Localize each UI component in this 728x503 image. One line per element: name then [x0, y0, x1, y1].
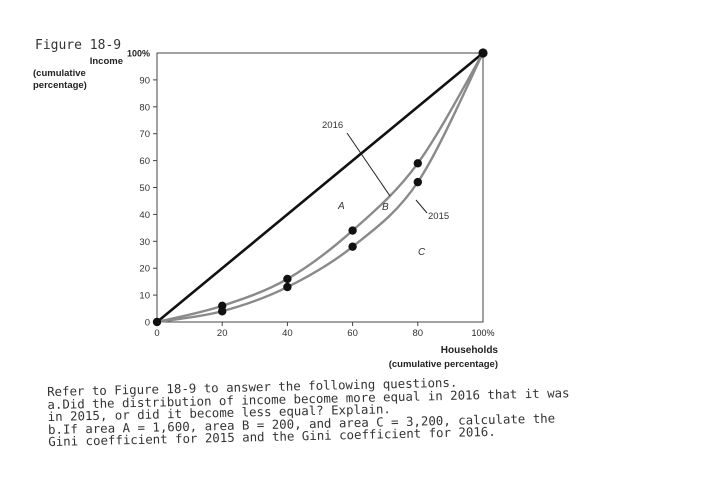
area-label-c: C [418, 247, 426, 258]
x-tick-label: 80 [413, 328, 424, 339]
annotation-2015-leader [415, 199, 428, 214]
y-tick-label: 30 [139, 237, 150, 248]
annotation-2016-leader [346, 132, 391, 197]
y-tick-label: 80 [139, 102, 150, 113]
y-axis-label-line-1: Income [89, 56, 123, 67]
y-axis-label-line-3: percentage) [33, 80, 87, 91]
x-tick-label: 60 [347, 328, 358, 339]
x-axis-label-line-2: (cumulative percentage) [389, 359, 498, 370]
data-point-2015 [413, 177, 422, 187]
area-label-b: B [382, 202, 389, 213]
x-tick-label: 20 [217, 328, 228, 339]
y-tick-label: 60 [139, 156, 150, 167]
y-axis-label-line-2: (cumulative [33, 68, 86, 79]
annotation-2015: 2015 [428, 211, 449, 222]
x-axis-label-line-1: Households [441, 345, 499, 356]
y-tick-label: 20 [139, 264, 150, 275]
data-point-2015 [283, 282, 292, 292]
y-tick-label: 50 [139, 183, 150, 194]
y-tick-label: 40 [139, 210, 150, 221]
area-label-a: A [337, 201, 345, 212]
data-point-2016 [348, 226, 357, 235]
x-right-label: 100% [471, 328, 494, 338]
figure-title: Figure 18-9 [35, 38, 122, 53]
y-tick-label: 0 [145, 318, 150, 329]
endpoint [478, 48, 488, 58]
x-tick-label: 0 [154, 328, 159, 339]
line-of-equality [156, 51, 484, 324]
data-point-2016 [413, 159, 422, 168]
origin-point [152, 317, 162, 327]
data-point-2015 [218, 307, 227, 316]
y-top-label: 100% [127, 49, 150, 59]
y-tick-label: 90 [139, 75, 150, 86]
data-point-2016 [283, 274, 292, 284]
annotation-2016: 2016 [322, 120, 343, 131]
data-point-2015 [348, 242, 357, 251]
y-axis-label: Income (cumulative percentage) [33, 56, 123, 92]
y-tick-label: 10 [139, 291, 150, 302]
y-tick-label: 70 [139, 129, 150, 140]
x-tick-label: 40 [282, 328, 293, 339]
